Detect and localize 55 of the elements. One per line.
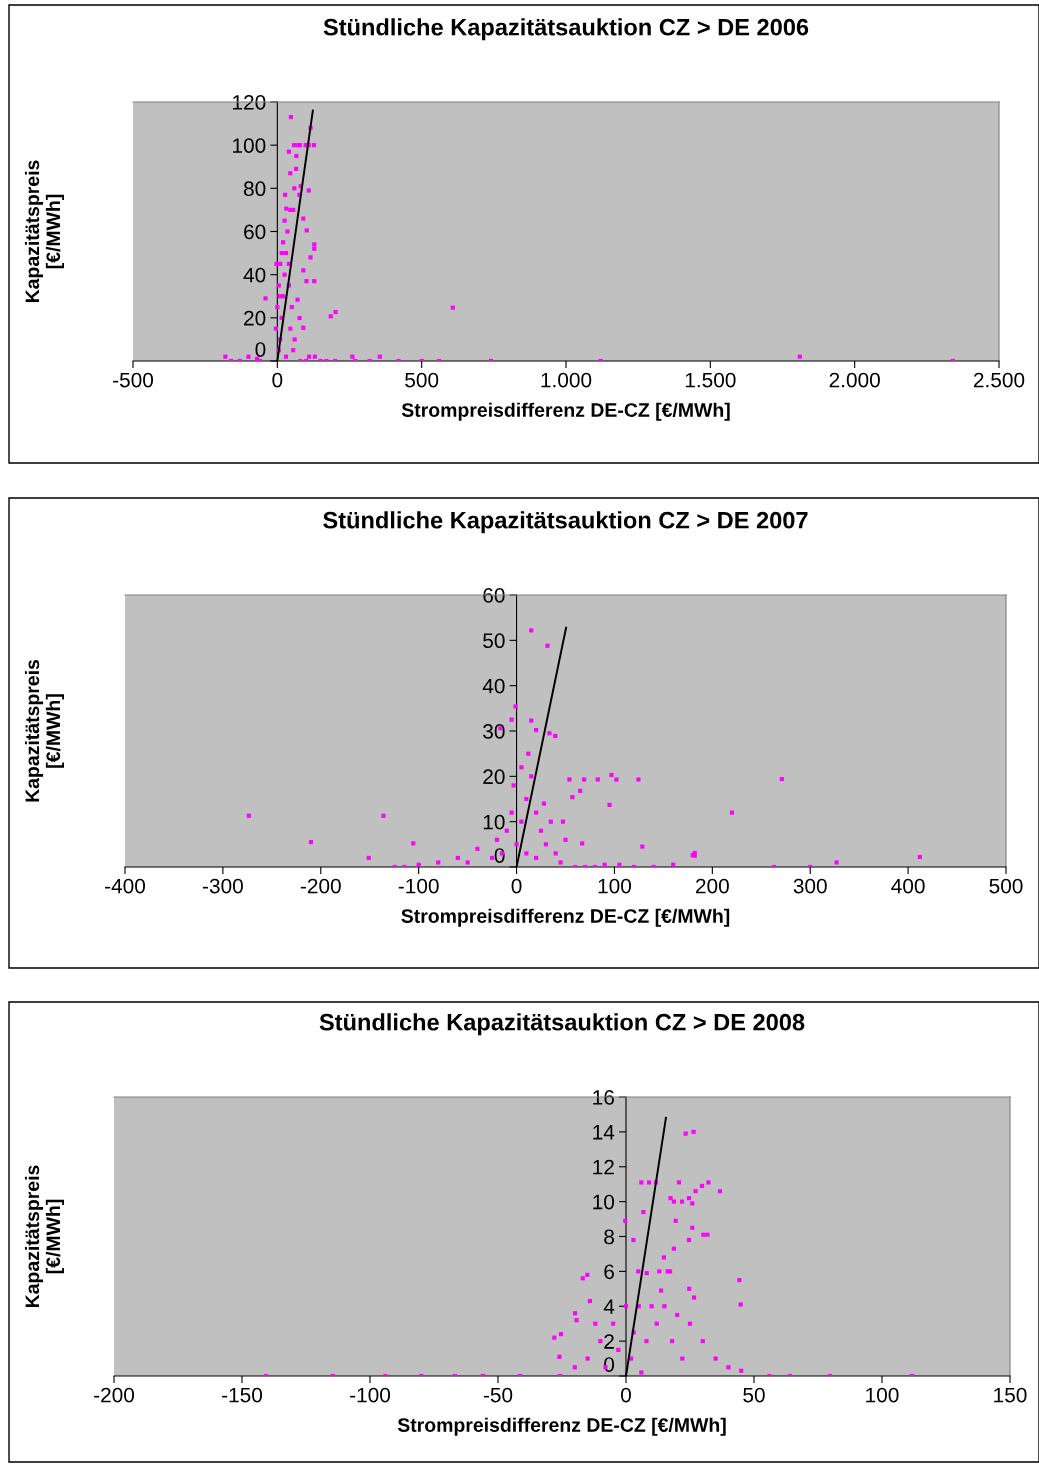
y-tick-label: 10 [593, 1194, 615, 1210]
x-tick-label: -150 [222, 1387, 263, 1403]
x-tick-label: 0 [621, 1387, 631, 1403]
y-tick-label: 8 [604, 1229, 614, 1245]
y-axis-title: Kapazitätspreis [€/MWh] [24, 1165, 64, 1308]
y-tick-label: 12 [593, 1159, 614, 1175]
y-tick-label: 14 [593, 1125, 615, 1140]
y-tick-label: 10 [483, 814, 505, 830]
y-tick-label: 80 [243, 181, 266, 197]
x-tick-label: -100 [398, 878, 439, 894]
x-axis-title: Strompreisdifferenz DE-CZ [€/MWh] [397, 1417, 726, 1436]
x-axis-title: Strompreisdifferenz DE-CZ [€/MWh] [401, 402, 730, 421]
x-tick-label: 2.000 [829, 372, 880, 388]
x-tick-label: 400 [891, 878, 925, 894]
x-tick-label: -500 [113, 372, 154, 388]
x-tick-label: -400 [105, 878, 146, 894]
y-tick-label: 40 [482, 678, 505, 694]
y-tick-label: 4 [603, 1299, 615, 1314]
x-tick-label: 500 [989, 878, 1023, 894]
x-tick-label: -200 [94, 1387, 135, 1403]
x-tick-label: -50 [483, 1387, 513, 1403]
y-tick-label: 2 [604, 1334, 614, 1349]
y-axis-title: Kapazitätspreis [€/MWh] [24, 659, 64, 802]
x-tick-label: 100 [866, 1387, 899, 1403]
y-tick-label: 100 [233, 138, 266, 153]
y-tick-label: 6 [604, 1264, 614, 1280]
y-tick-label: 16 [593, 1090, 614, 1105]
y-tick-label: 30 [483, 724, 505, 739]
y-tick-label: 20 [244, 310, 266, 326]
x-tick-label: -100 [350, 1387, 391, 1403]
chart-title: Stündliche Kapazitätsauktion CZ > DE 2007 [323, 511, 808, 534]
x-tick-label: 50 [743, 1387, 765, 1403]
y-tick-label: 20 [483, 769, 505, 785]
y-tick-label: 0 [494, 848, 505, 863]
y-tick-label: 40 [243, 267, 266, 283]
y-tick-label: 60 [244, 224, 266, 240]
x-axis-title: Strompreisdifferenz DE-CZ [€/MWh] [401, 908, 730, 927]
y-tick-label: 60 [483, 588, 505, 603]
x-tick-label: 1.500 [685, 372, 736, 388]
y-tick-label: 120 [233, 95, 266, 110]
y-tick-label: 0 [255, 342, 266, 357]
x-tick-label: 200 [696, 878, 729, 894]
x-tick-label: 1.000 [541, 372, 592, 388]
y-axis-title: Kapazitätspreis [€/MWh] [24, 160, 64, 303]
x-tick-label: -200 [300, 878, 341, 894]
x-tick-label: 2.500 [973, 372, 1025, 388]
x-tick-label: 0 [272, 372, 283, 388]
x-tick-label: 0 [511, 878, 522, 894]
y-tick-label: 50 [483, 633, 505, 649]
chart-title: Stündliche Kapazitätsauktion CZ > DE 2006 [323, 18, 809, 41]
x-tick-label: 150 [994, 1387, 1027, 1403]
x-tick-label: 300 [793, 878, 827, 894]
x-tick-label: 500 [405, 372, 439, 388]
x-tick-label: -300 [202, 878, 243, 894]
chart-title: Stündliche Kapazitätsauktion CZ > DE 2008 [319, 1013, 805, 1036]
